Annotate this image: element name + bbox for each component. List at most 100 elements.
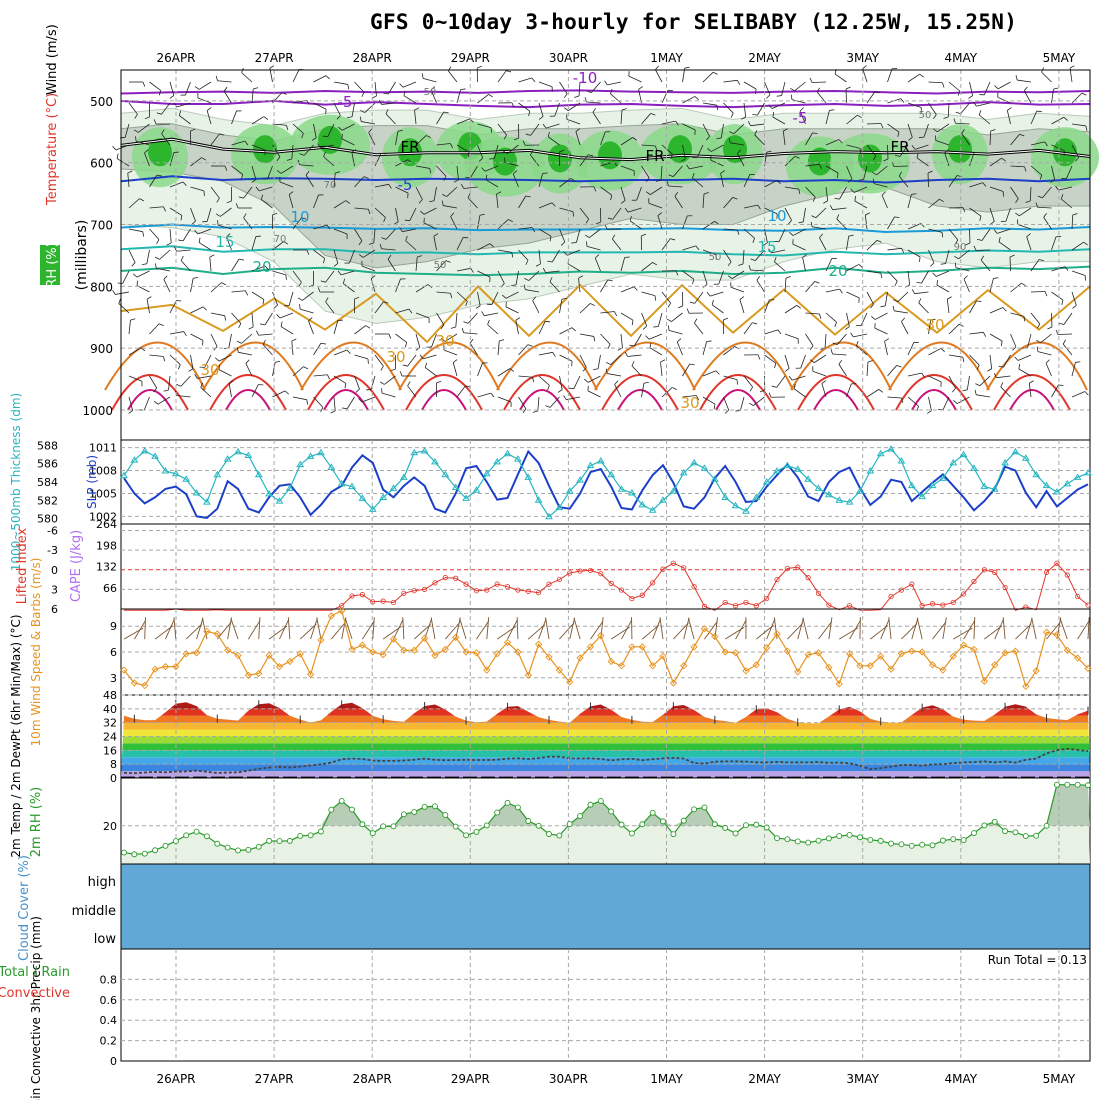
upper-wind-barb (374, 153, 382, 167)
upper-wind-barb (393, 221, 399, 225)
upper-wind-barb (586, 90, 592, 93)
upper-wind-barb (610, 354, 622, 365)
upper-wind-barb (156, 112, 162, 115)
upper-wind-barb (747, 121, 751, 126)
upper-wind-barb (1009, 254, 1015, 258)
upper-wind-barb (887, 365, 897, 377)
upper-wind-barb (368, 128, 373, 133)
upper-wind-barb (948, 175, 958, 188)
upper-wind-barb (306, 399, 309, 405)
wind-speed-point (534, 640, 543, 648)
upper-wind-barb (805, 163, 820, 167)
upper-wind-barb (179, 115, 191, 125)
upper-wind-barb (706, 291, 711, 297)
upper-wind-barb (830, 349, 833, 355)
upper-wind-barb (947, 102, 950, 118)
lifted-index-point (629, 595, 635, 602)
wind-speed-point (420, 634, 429, 642)
upper-wind-barb (503, 134, 507, 140)
upper-wind-barb (819, 233, 823, 238)
upper-wind-barb (641, 262, 653, 272)
upper-wind-barb (969, 300, 977, 314)
upper-wind-barb (737, 153, 745, 167)
wind-barb (173, 617, 177, 640)
upper-wind-barb (846, 165, 853, 180)
isotherm-line (120, 223, 1091, 234)
rh2m-point (546, 831, 552, 837)
upper-wind-barb (460, 183, 464, 189)
upper-wind-barb (973, 101, 977, 107)
upper-wind-barb (385, 113, 396, 125)
upper-wind-barb (264, 312, 273, 326)
rh2m-area-high (121, 784, 1090, 826)
upper-wind-barb (549, 236, 552, 242)
upper-wind-barb (341, 123, 355, 131)
upper-wind-barb (887, 216, 895, 230)
upper-wind-barb (641, 144, 656, 147)
wind-speed-point (711, 632, 719, 641)
upper-wind-barb (422, 354, 437, 360)
upper-wind-barb (515, 320, 519, 335)
thickness-axis-label: 1000~500mb Thickness (dm) (9, 393, 23, 571)
lifted-index-point (732, 603, 739, 609)
upper-wind-barb (974, 389, 977, 395)
upper-wind-barb (220, 207, 232, 217)
upper-wind-barb (586, 101, 601, 104)
upper-wind-barb (989, 354, 993, 369)
date-label-bottom: 3MAY (846, 1072, 879, 1086)
upper-wind-barb (845, 326, 850, 330)
upper-wind-barb (528, 270, 540, 281)
upper-wind-barb (158, 90, 162, 96)
rh2m-point (763, 824, 770, 831)
wind-speed-point (680, 662, 688, 670)
upper-wind-barb (838, 139, 843, 144)
upper-wind-barb (846, 264, 860, 272)
upper-wind-barb (1014, 356, 1019, 361)
upper-wind-barb (136, 280, 138, 286)
upper-wind-barb (231, 258, 240, 272)
upper-wind-barb (497, 123, 507, 136)
wind-speed-point (721, 648, 729, 656)
thickness-point (234, 447, 242, 455)
upper-wind-barb (866, 270, 881, 274)
wind-barb (444, 622, 461, 640)
upper-wind-barb (881, 194, 888, 209)
upper-wind-barb (655, 145, 658, 151)
thickness-point (254, 470, 263, 478)
wind-speed-point (151, 665, 159, 673)
upper-wind-barb (989, 186, 1004, 192)
upper-wind-barb (467, 197, 478, 209)
upper-wind-barb (161, 133, 171, 146)
upper-wind-barb (325, 301, 335, 314)
upper-wind-barb (235, 203, 239, 209)
upper-wind-barb (942, 396, 950, 410)
wind-barb (165, 618, 175, 640)
upper-wind-barb (215, 75, 218, 81)
upper-wind-barb (607, 373, 622, 377)
upper-wind-barb (768, 104, 773, 109)
upper-wind-barb (893, 299, 899, 303)
upper-wind-barb (1019, 133, 1025, 137)
wind-barb (641, 624, 660, 640)
upper-wind-barb (895, 154, 901, 157)
upper-wind-barb (467, 152, 470, 158)
upper-wind-barb (846, 114, 858, 125)
upper-wind-barb (911, 289, 915, 294)
upper-wind-barb (884, 291, 888, 306)
upper-wind-barb (344, 383, 347, 389)
upper-wind-barb (347, 116, 353, 119)
upper-wind-barb (532, 227, 536, 233)
thickness-line (123, 448, 1089, 518)
upper-wind-barb (538, 116, 544, 120)
upper-wind-barb (928, 198, 940, 209)
upper-wind-barb (586, 241, 588, 247)
isotherm-hot-loop (888, 341, 990, 391)
upper-wind-barb (789, 232, 794, 236)
upper-wind-barb (380, 365, 384, 371)
upper-wind-barb (414, 107, 420, 111)
isotherm-hot-loop (699, 374, 777, 411)
upper-wind-barb (866, 362, 869, 377)
wind-speed-point (348, 645, 356, 654)
upper-wind-barb (954, 255, 959, 260)
wind-speed-point (192, 649, 201, 657)
